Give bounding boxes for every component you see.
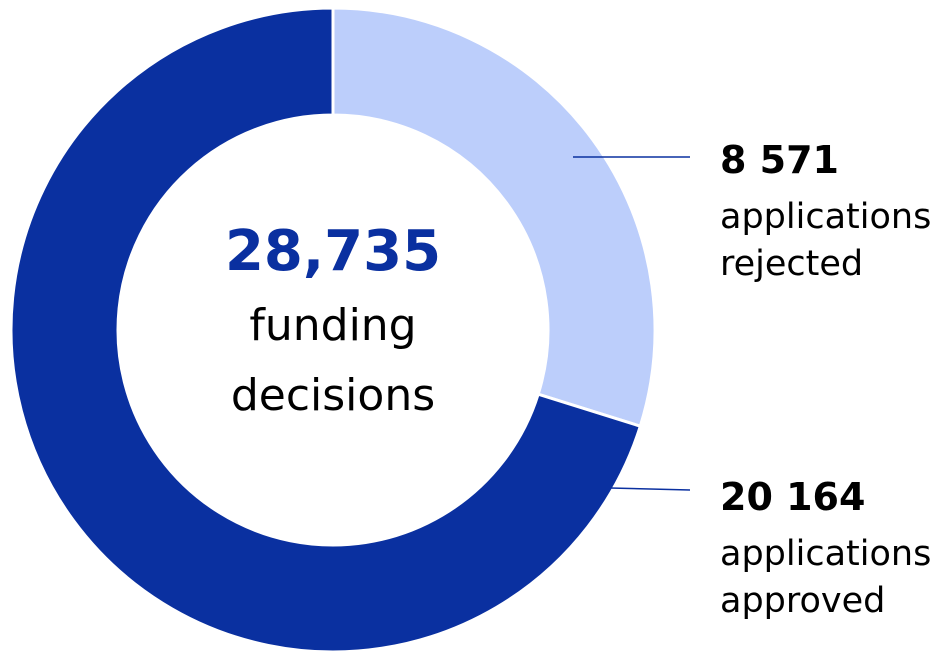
segments xyxy=(9,6,657,651)
center-value: 28,735 xyxy=(225,219,441,284)
value-label: 20 164 xyxy=(720,475,865,519)
donut-segment xyxy=(331,6,657,429)
leader-line xyxy=(609,487,691,491)
center-text: funding decisions xyxy=(231,300,435,421)
donut-segment xyxy=(9,6,643,651)
category-label: applications approved xyxy=(720,534,931,621)
category-label: applications rejected xyxy=(720,197,931,284)
value-label: 8 571 xyxy=(720,138,839,182)
